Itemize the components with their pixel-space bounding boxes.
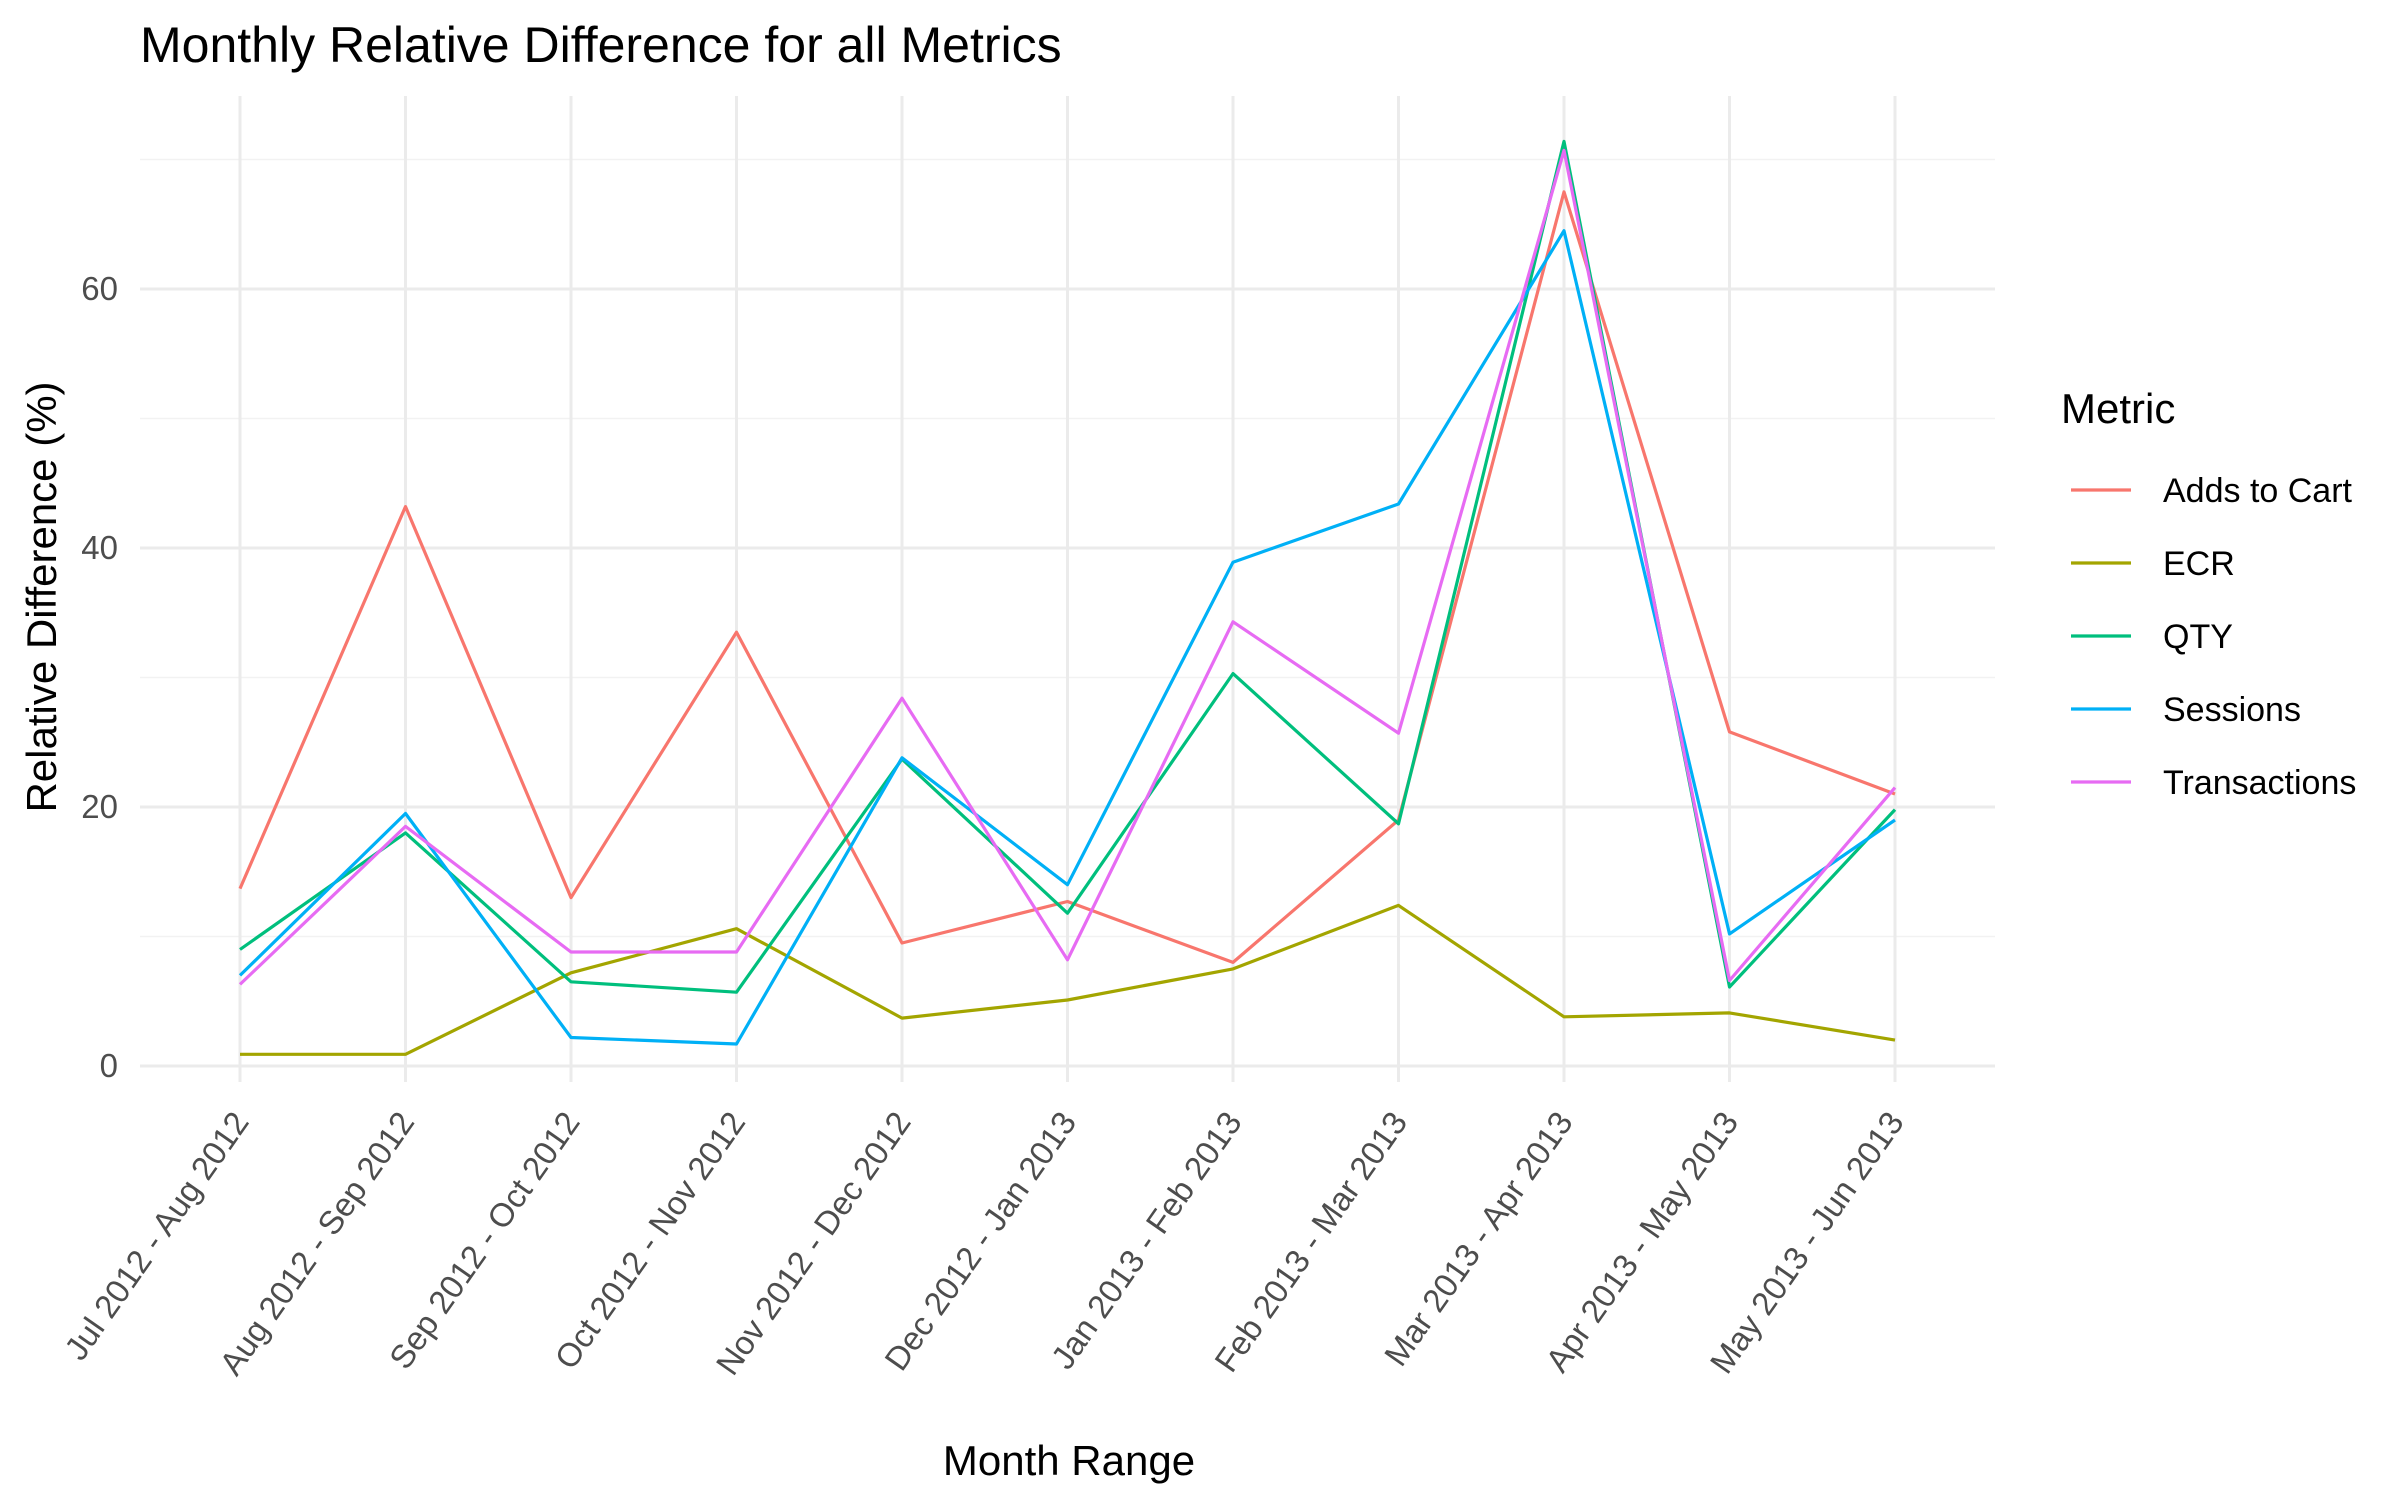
chart-title: Monthly Relative Difference for all Metr… [140, 17, 1062, 73]
legend-label-adds-to-cart: Adds to Cart [2163, 472, 2353, 510]
y-axis-title: Relative Difference (%) [18, 381, 65, 812]
series-line-sessions [238, 229, 1896, 1046]
x-tick-label: Mar 2013 - Apr 2013 [1377, 1105, 1580, 1373]
series-lines [238, 139, 1897, 1056]
x-tick-label: Jan 2013 - Feb 2013 [1044, 1105, 1249, 1376]
series-line-transactions [238, 148, 1897, 986]
x-tick-label: Oct 2012 - Nov 2012 [547, 1105, 752, 1376]
legend-title: Metric [2061, 385, 2175, 432]
y-axis-ticks: 0 20 40 60 [81, 270, 118, 1084]
y-tick-label: 20 [81, 788, 118, 825]
legend-label-ecr: ECR [2163, 545, 2235, 583]
legend: Metric Adds to Cart ECR QTY Sessions Transac… [2061, 385, 2356, 802]
x-tick-label: Jul 2012 - Aug 2012 [57, 1105, 256, 1367]
x-tick-label: Dec 2012 - Jan 2013 [877, 1105, 1083, 1377]
series-line-adds-to-cart [238, 190, 1896, 965]
legend-label-sessions: Sessions [2163, 691, 2301, 729]
x-tick-label: Nov 2012 - Dec 2012 [709, 1105, 918, 1382]
grid [140, 96, 1995, 1082]
legend-label-transactions: Transactions [2163, 764, 2356, 802]
y-tick-label: 0 [100, 1047, 118, 1084]
x-tick-label: Sep 2012 - Oct 2012 [382, 1105, 587, 1376]
y-tick-label: 40 [81, 529, 118, 566]
x-tick-label: Feb 2013 - Mar 2013 [1207, 1105, 1414, 1379]
x-tick-label: Aug 2012 - Sep 2012 [212, 1105, 421, 1382]
x-tick-label: Apr 2013 - May 2013 [1538, 1105, 1745, 1379]
x-tick-label: May 2013 - Jun 2013 [1703, 1105, 1911, 1380]
x-axis-title: Month Range [943, 1437, 1195, 1484]
y-tick-label: 60 [81, 270, 118, 307]
legend-label-qty: QTY [2163, 618, 2233, 656]
series-line-ecr [240, 903, 1896, 1056]
